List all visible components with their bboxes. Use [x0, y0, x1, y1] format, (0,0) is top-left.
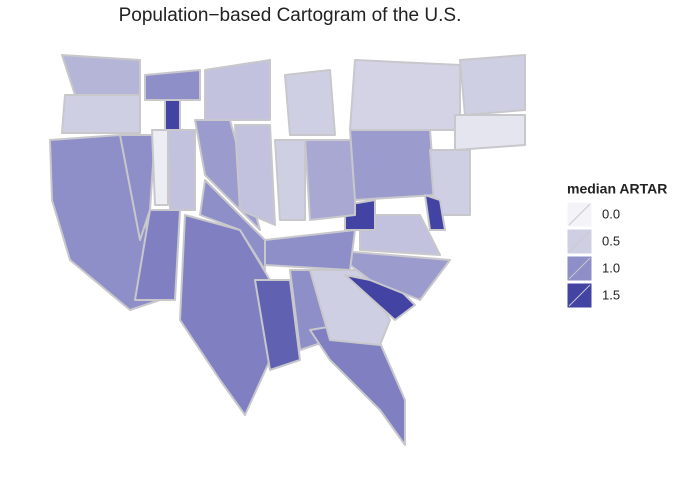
region: [349, 129, 436, 201]
region: [167, 129, 196, 211]
legend-key-slash: [568, 284, 591, 307]
region: [234, 124, 276, 226]
region: [349, 59, 461, 131]
region: [144, 69, 201, 101]
region: [304, 139, 356, 221]
legend-title: median ARTAR: [567, 181, 667, 197]
region: [284, 69, 336, 136]
legend-key-slash: [568, 257, 591, 280]
region: [264, 229, 356, 271]
legend-label: 1.0: [602, 260, 620, 275]
region: [204, 59, 271, 121]
region: [61, 54, 141, 96]
legend-key-slash: [568, 230, 591, 253]
region: [164, 99, 181, 131]
region: [459, 54, 526, 116]
legend: 0.0 0.5 1.0 1.5: [566, 201, 620, 309]
region: [199, 179, 266, 271]
region: [454, 114, 526, 151]
legend-key-slash: [568, 203, 591, 226]
region: [254, 279, 301, 371]
legend-label: 0.0: [602, 206, 620, 221]
region: [151, 129, 169, 206]
regions: [49, 54, 526, 446]
region: [61, 94, 141, 134]
legend-label: 0.5: [602, 233, 620, 248]
region: [424, 194, 446, 231]
map-title: Population−based Cartogram of the U.S.: [119, 5, 462, 26]
region: [359, 214, 441, 256]
region: [329, 249, 451, 301]
region: [429, 149, 471, 216]
legend-label: 1.5: [602, 287, 620, 302]
region: [274, 139, 306, 221]
